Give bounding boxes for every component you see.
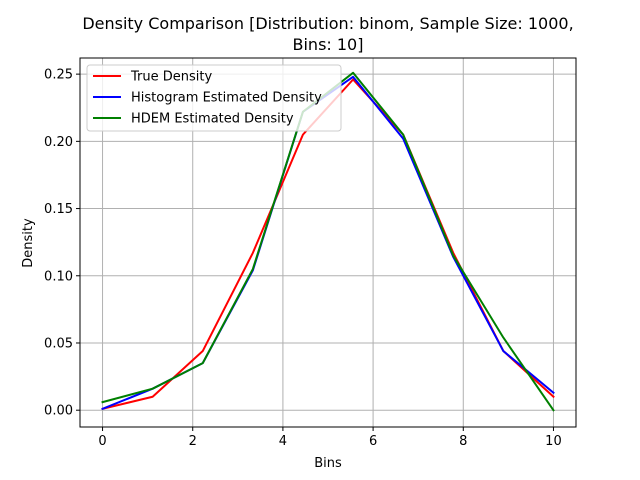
legend-box <box>86 64 342 132</box>
x-tick-label: 0 <box>98 434 106 449</box>
y-tick-label: 0.05 <box>44 336 73 351</box>
chart-title-line1: Density Comparison [Distribution: binom,… <box>82 14 573 33</box>
x-tick-label: 8 <box>459 434 467 449</box>
legend: True Density Histogram Estimated Density H… <box>86 64 342 132</box>
x-tick-label: 4 <box>279 434 287 449</box>
y-tick-label: 0.15 <box>44 202 73 217</box>
y-tick-label: 0.25 <box>44 68 73 83</box>
legend-label-2: Histogram Estimated Density <box>131 91 322 106</box>
y-tick-label: 0.20 <box>44 135 73 150</box>
plot-area-frame <box>79 57 577 428</box>
chart-title-line2: Bins: 10] <box>293 35 364 54</box>
x-tick-label: 10 <box>545 434 562 449</box>
x-tick-label: 6 <box>369 434 377 449</box>
y-axis-label: Density <box>21 218 36 268</box>
x-axis-label: Bins <box>314 456 342 471</box>
x-tick-label: 2 <box>189 434 197 449</box>
axis-ticks: 0 2 4 6 8 10 0.00 0.05 0.10 0.15 0.20 0.25 <box>44 68 562 449</box>
legend-label-3: HDEM Estimated Density <box>131 112 294 127</box>
y-tick-label: 0.00 <box>44 404 73 419</box>
legend-label-1: True Density <box>130 70 212 85</box>
y-tick-label: 0.10 <box>44 269 73 284</box>
